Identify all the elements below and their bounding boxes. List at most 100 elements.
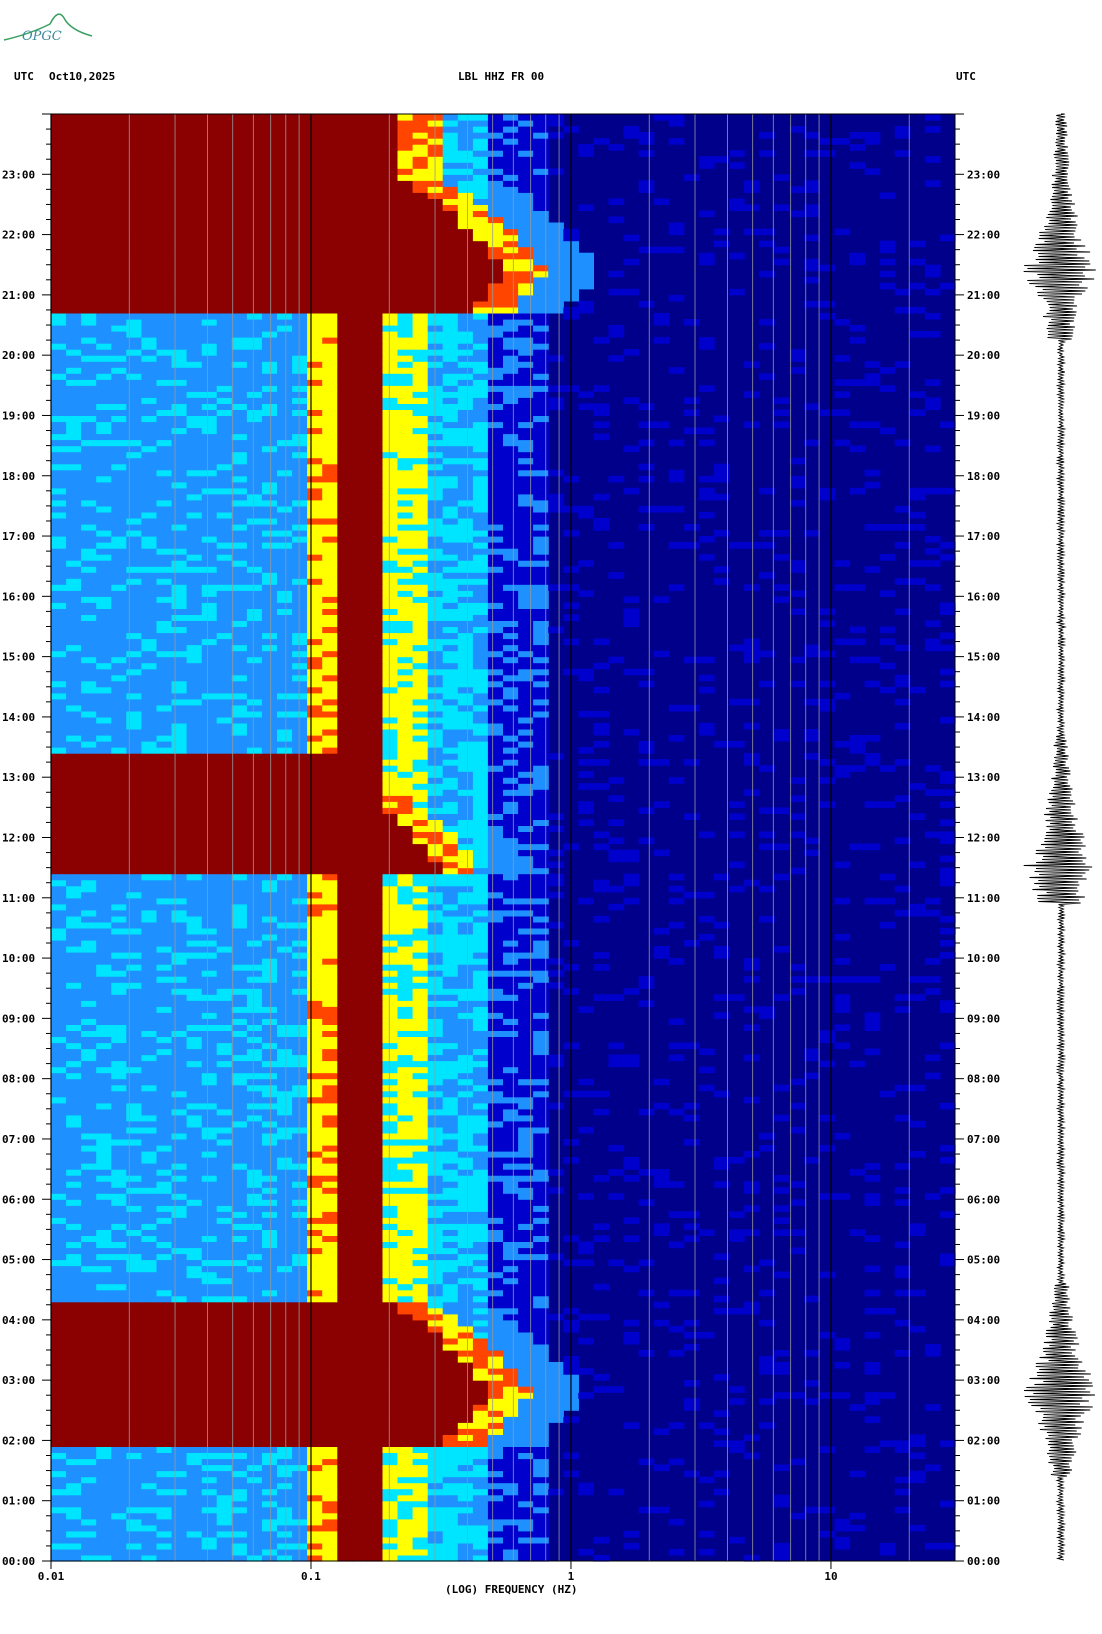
heatmap-cell	[382, 1512, 399, 1520]
heatmap-cell	[156, 1536, 173, 1544]
heatmap-cell	[277, 1054, 293, 1062]
heatmap-cell	[352, 1054, 368, 1062]
heatmap-cell	[367, 765, 384, 772]
heatmap-cell	[427, 946, 444, 953]
heatmap-cell	[412, 873, 429, 881]
heatmap-cell	[548, 813, 564, 820]
heatmap-cell	[412, 1036, 429, 1044]
heatmap-cell	[66, 1078, 82, 1086]
heatmap-cell	[518, 1277, 534, 1285]
heatmap-cell	[397, 813, 414, 820]
heatmap-cell	[96, 1054, 112, 1062]
heatmap-cell	[337, 1024, 353, 1031]
heatmap-cell	[503, 1434, 519, 1441]
heatmap-cell	[683, 1235, 700, 1242]
heatmap-cell	[608, 1145, 625, 1152]
heatmap-cell	[96, 1410, 112, 1417]
heatmap-cell	[292, 1283, 308, 1291]
heatmap-cell	[216, 879, 233, 887]
heatmap-cell	[804, 976, 820, 983]
heatmap-cell	[487, 958, 504, 965]
heatmap-cell	[246, 837, 263, 845]
heatmap-cell	[352, 1313, 368, 1321]
heatmap-cell	[533, 982, 549, 989]
heatmap-cell	[457, 1036, 474, 1044]
heatmap-cell	[322, 1548, 338, 1556]
heatmap-cell	[126, 1120, 142, 1128]
heatmap-cell	[457, 891, 474, 899]
heatmap-cell	[246, 964, 263, 971]
heatmap-cell	[81, 1548, 97, 1556]
heatmap-cell	[141, 789, 158, 796]
heatmap-cell	[126, 903, 142, 911]
heatmap-cell	[126, 1548, 142, 1556]
heatmap-cell	[533, 1458, 549, 1466]
heatmap-cell	[307, 1470, 323, 1478]
heatmap-cell	[201, 873, 218, 881]
heatmap-cell	[156, 982, 173, 989]
heatmap-cell	[668, 897, 685, 905]
heatmap-cell	[457, 1217, 474, 1224]
heatmap-cell	[352, 1458, 368, 1466]
heatmap-cell	[126, 1319, 142, 1327]
heatmap-cell	[66, 1488, 82, 1496]
heatmap-cell	[261, 891, 278, 899]
heatmap-cell	[457, 921, 474, 929]
heatmap-cell	[111, 1066, 127, 1074]
heatmap-cell	[96, 946, 112, 953]
heatmap-cell	[246, 1253, 263, 1261]
heatmap-cell	[518, 1476, 534, 1484]
heatmap-cell	[111, 1090, 127, 1098]
heatmap-cell	[261, 1139, 278, 1146]
heatmap-cell	[894, 1265, 911, 1273]
heatmap-cell	[518, 1416, 534, 1423]
heatmap-cell	[487, 1356, 504, 1363]
heatmap-cell	[216, 1102, 233, 1110]
heatmap-cell	[66, 1126, 82, 1134]
heatmap-cell	[141, 909, 158, 917]
heatmap-cell	[51, 1410, 67, 1417]
heatmap-cell	[307, 789, 323, 796]
heatmap-cell	[231, 765, 248, 772]
heatmap-cell	[397, 1072, 414, 1080]
heatmap-cell	[156, 1313, 173, 1321]
heatmap-cell	[277, 891, 293, 899]
heatmap-cell	[246, 1072, 263, 1080]
heatmap-cell	[66, 1542, 82, 1550]
heatmap-cell	[503, 1283, 519, 1291]
heatmap-cell	[126, 1066, 142, 1074]
heatmap-cell	[503, 1422, 519, 1429]
heatmap-cell	[412, 1344, 429, 1351]
heatmap-cell	[472, 1434, 489, 1441]
heatmap-cell	[156, 783, 173, 790]
heatmap-cell	[352, 1199, 368, 1206]
heatmap-cell	[186, 1386, 203, 1393]
heatmap-cell	[834, 897, 851, 905]
heatmap-cell	[457, 1494, 474, 1502]
heatmap-cell	[231, 1199, 248, 1206]
heatmap-cell	[51, 982, 67, 989]
heatmap-cell	[382, 1235, 399, 1242]
heatmap-cell	[337, 994, 353, 1001]
heatmap-cell	[81, 909, 97, 917]
heatmap-cell	[292, 1350, 308, 1357]
heatmap-cell	[307, 1295, 323, 1303]
heatmap-cell	[322, 765, 338, 772]
heatmap-cell	[939, 771, 956, 778]
heatmap-cell	[457, 976, 474, 983]
heatmap-cell	[653, 1428, 670, 1435]
heatmap-cell	[51, 1301, 67, 1309]
heatmap-cell	[201, 1524, 218, 1532]
heatmap-cell	[322, 831, 338, 839]
heatmap-cell	[352, 849, 368, 857]
heatmap-cell	[427, 783, 444, 790]
heatmap-cell	[156, 1078, 173, 1086]
heatmap-cell	[608, 837, 625, 845]
heatmap-cell	[442, 1398, 459, 1405]
heatmap-cell	[96, 1253, 112, 1261]
heatmap-cell	[397, 994, 414, 1001]
heatmap-cell	[51, 1151, 67, 1158]
heatmap-cell	[156, 1542, 173, 1550]
heatmap-cell	[322, 1362, 338, 1369]
heatmap-cell	[141, 759, 158, 766]
